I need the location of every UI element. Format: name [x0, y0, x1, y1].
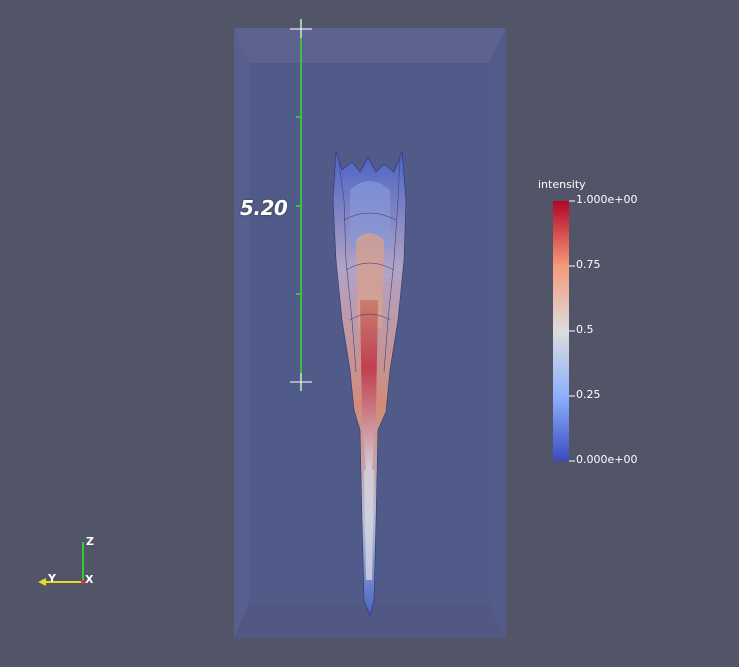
plume-surface	[332, 151, 407, 618]
legend-title: intensity	[538, 178, 586, 191]
axis-label-x: X	[85, 573, 94, 586]
axis-label-y: Y	[48, 572, 56, 585]
legend-tick-max: 1.000e+00	[576, 193, 638, 206]
legend-tick-05: 0.5	[576, 323, 594, 336]
legend-tick-025: 0.25	[576, 388, 601, 401]
legend-tick-075: 0.75	[576, 258, 601, 271]
axis-label-z: Z	[86, 535, 94, 548]
ruler-distance-label: 5.20	[240, 196, 288, 220]
legend-tick-min: 0.000e+00	[576, 453, 638, 466]
color-legend-bar	[553, 200, 575, 462]
measurement-ruler[interactable]	[290, 19, 312, 391]
orientation-axes-icon	[38, 542, 85, 586]
